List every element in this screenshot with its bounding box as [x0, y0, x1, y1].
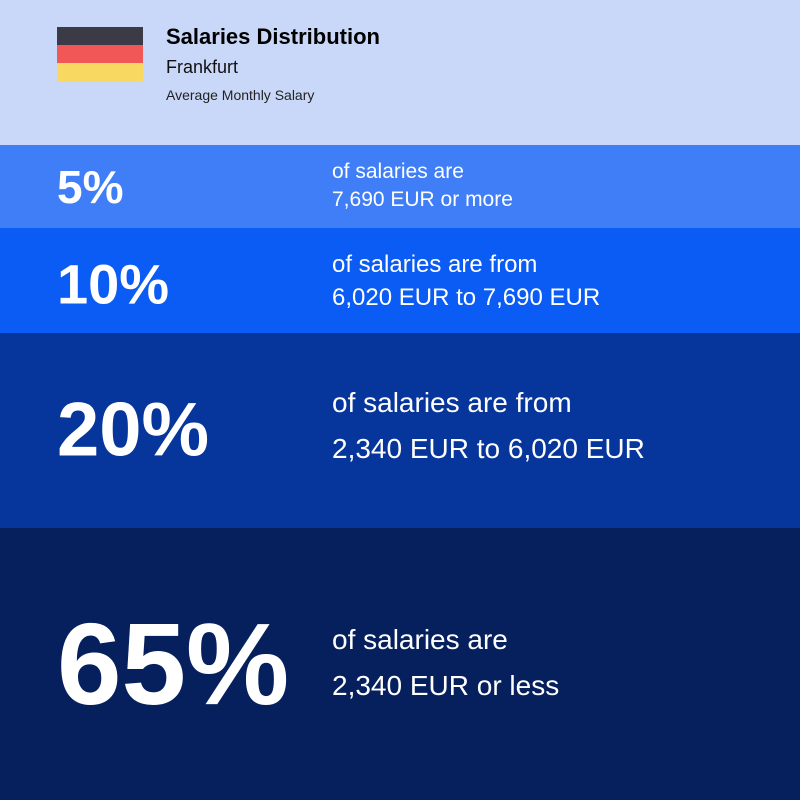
band: 65% of salaries are 2,340 EUR or less — [0, 528, 800, 800]
title: Salaries Distribution — [166, 24, 380, 49]
percent: 20% — [57, 387, 210, 473]
flag-stripe — [57, 27, 143, 46]
band-text: of salaries are — [332, 160, 464, 183]
band-text: 7,690 EUR or more — [332, 188, 513, 211]
band: 20% of salaries are from 2,340 EUR to 6,… — [0, 333, 800, 528]
caption: Average Monthly Salary — [166, 87, 315, 103]
band-text: 2,340 EUR or less — [332, 670, 560, 701]
percent: 65% — [57, 599, 290, 729]
subtitle: Frankfurt — [166, 57, 239, 77]
band-text: of salaries are from — [332, 387, 572, 418]
band-text: 2,340 EUR to 6,020 EUR — [332, 433, 645, 464]
flag-stripe — [57, 45, 143, 64]
header: Salaries Distribution Frankfurt Average … — [0, 0, 800, 145]
percent: 10% — [57, 252, 170, 316]
percent: 5% — [57, 161, 124, 213]
band-text: 6,020 EUR to 7,690 EUR — [332, 284, 601, 311]
band-text: of salaries are — [332, 624, 508, 655]
flag-stripe — [57, 63, 143, 82]
band: 10% of salaries are from 6,020 EUR to 7,… — [0, 228, 800, 333]
band: 5% of salaries are 7,690 EUR or more — [0, 145, 800, 228]
band-text: of salaries are from — [332, 251, 538, 278]
